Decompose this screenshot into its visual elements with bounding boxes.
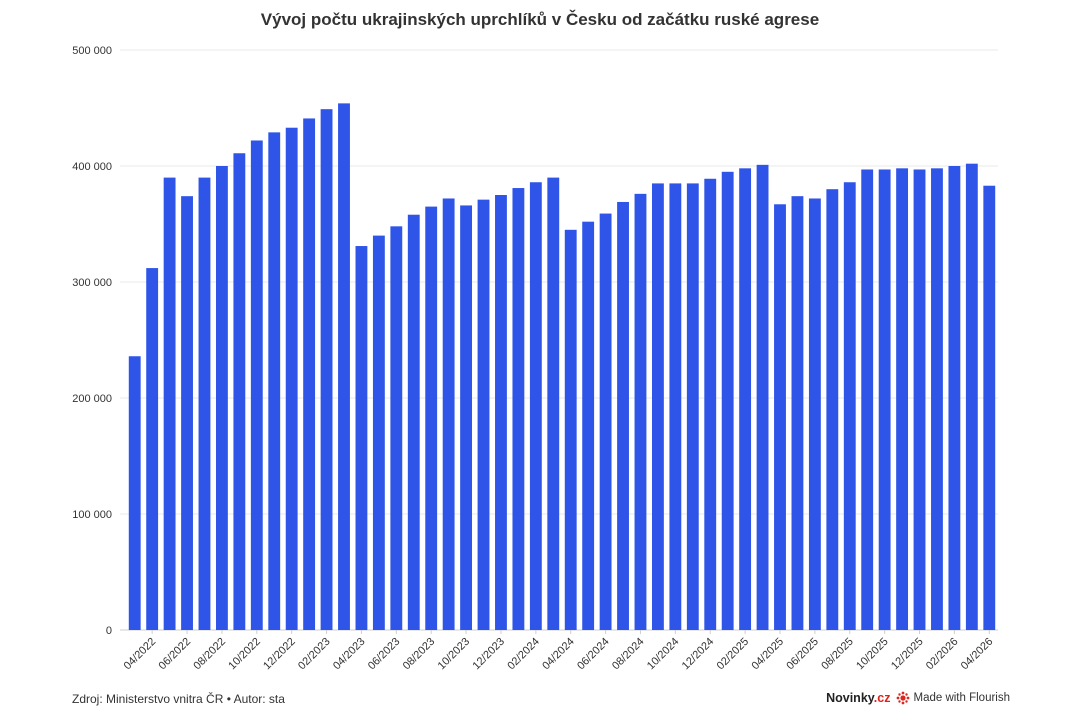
y-tick-label: 500 000 [72, 45, 112, 57]
chart-title: Vývoj počtu ukrajinských uprchlíků v Čes… [260, 10, 820, 29]
source-note: Zdroj: Ministerstvo vnitra ČR • Autor: s… [72, 692, 285, 706]
bar [338, 103, 350, 631]
bar [268, 132, 281, 631]
bar [739, 168, 752, 630]
x-tick-label: 04/2022 [122, 636, 159, 673]
x-tick-label: 02/2026 [924, 636, 961, 673]
bar [233, 153, 246, 631]
x-tick-label: 10/2025 [854, 636, 891, 673]
x-tick-label: 08/2022 [191, 636, 228, 673]
x-tick-label: 12/2025 [889, 636, 926, 673]
bar [146, 268, 159, 630]
bar [407, 214, 420, 630]
bar [808, 198, 821, 631]
bar [634, 193, 647, 630]
bar [931, 168, 943, 630]
x-tick-label: 04/2025 [750, 636, 787, 673]
x-tick-label: 08/2025 [819, 636, 856, 673]
bar [564, 229, 577, 631]
bar [774, 204, 786, 630]
x-tick-label: 10/2022 [226, 636, 263, 673]
bar [390, 226, 403, 630]
x-tick-label: 08/2024 [610, 636, 647, 673]
x-tick-label: 02/2023 [296, 636, 333, 673]
y-tick-label: 0 [106, 625, 112, 637]
bar [948, 166, 961, 630]
bar [250, 140, 263, 631]
x-tick-label: 04/2024 [540, 636, 577, 673]
x-tick-label: 04/2026 [959, 636, 996, 673]
x-tick-label: 06/2022 [157, 636, 194, 673]
x-tick-label: 10/2024 [645, 636, 682, 673]
y-tick-label: 200 000 [72, 393, 112, 405]
x-tick-label: 06/2023 [366, 636, 403, 673]
footer-branding: Novinky.cz Made with Flourish [826, 691, 1010, 705]
bar [163, 177, 176, 630]
bar [826, 189, 839, 630]
bar [582, 221, 595, 630]
bar [791, 196, 804, 630]
bar [285, 127, 298, 630]
brand-logo[interactable]: Novinky.cz [826, 691, 891, 705]
x-tick-label: 12/2024 [680, 636, 717, 673]
x-tick-label: 08/2023 [401, 636, 438, 673]
y-tick-label: 100 000 [72, 509, 112, 521]
bar [529, 182, 542, 631]
bar [686, 183, 699, 630]
bar [425, 206, 438, 630]
x-tick-label: 04/2023 [331, 636, 368, 673]
bar [983, 185, 996, 630]
bar [756, 164, 769, 630]
bar [128, 356, 141, 630]
bar [651, 183, 664, 630]
bar [878, 169, 891, 631]
bar [442, 198, 455, 631]
bar [181, 196, 193, 630]
x-tick-label: 12/2023 [470, 636, 507, 673]
bar [460, 205, 473, 630]
x-tick-label: 06/2024 [575, 636, 612, 673]
bar [303, 118, 316, 630]
bar [704, 178, 717, 630]
bar [477, 199, 490, 630]
x-tick-label: 06/2025 [784, 636, 821, 673]
bar [599, 213, 612, 630]
x-tick-label: 02/2025 [715, 636, 752, 673]
bar [215, 166, 228, 630]
bar [896, 168, 909, 630]
x-tick-label: 10/2023 [436, 636, 473, 673]
bar [372, 235, 385, 630]
bar [198, 177, 211, 630]
bar [669, 183, 682, 630]
bar [320, 109, 333, 630]
bar [965, 163, 978, 630]
bar [913, 169, 926, 631]
bar [617, 201, 629, 630]
y-tick-label: 300 000 [72, 277, 112, 289]
bar [495, 195, 507, 630]
x-tick-label: 02/2024 [505, 636, 542, 673]
flourish-credit[interactable]: Made with Flourish [896, 691, 1010, 705]
bar [512, 188, 525, 631]
bar [861, 169, 874, 631]
bar [547, 177, 560, 630]
x-tick-label: 12/2022 [261, 636, 298, 673]
y-tick-label: 400 000 [72, 161, 112, 173]
bar [843, 182, 856, 631]
flourish-icon [897, 691, 910, 705]
bar [355, 246, 368, 631]
bar [721, 171, 734, 631]
